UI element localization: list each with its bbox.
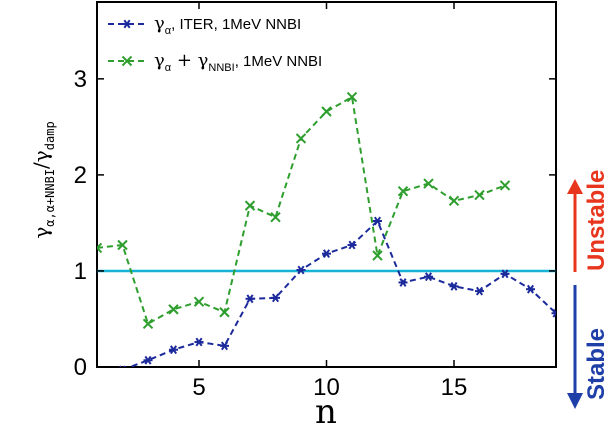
legend-label-series2: γα + γNNBI, 1MeV NNBI [154, 50, 322, 74]
legend-point-series1 [122, 19, 132, 29]
data-point-series2 [244, 200, 256, 211]
legend-label-series1: γα, ITER, 1MeV NNBI [154, 13, 301, 37]
leg1-rest: , ITER, 1MeV NNBI [171, 16, 301, 33]
data-point-series2 [499, 180, 511, 191]
x-axis-label: n [315, 392, 337, 432]
data-point-series1 [449, 281, 459, 291]
data-point-series2 [372, 250, 383, 261]
y-axis-ticks: 0 1 2 3 [74, 66, 556, 381]
y-axis-label: γα,α+NNBI/γdamp [29, 121, 57, 238]
data-point-series1 [500, 269, 510, 279]
data-point-series2 [321, 106, 332, 117]
y-label-sub1: α,α+NNBI [43, 169, 57, 227]
y-label-sub2: damp [43, 121, 57, 150]
data-point-series1 [322, 249, 331, 259]
data-point-series2 [193, 296, 205, 307]
data-point-series2 [219, 307, 230, 318]
data-point-series2 [448, 195, 460, 207]
data-point-series1 [373, 216, 382, 226]
plot-frame [96, 1, 557, 368]
data-point-series1 [551, 308, 556, 318]
x-tick-label: 5 [192, 374, 205, 401]
data-point-series1 [143, 355, 153, 365]
y-tick-label: 0 [74, 354, 87, 381]
data-point-series2 [142, 318, 154, 329]
y-label-slash: /γ [29, 150, 53, 169]
data-point-series2 [423, 178, 434, 189]
data-point-series2 [168, 304, 179, 315]
data-point-series2 [117, 239, 128, 251]
y-tick-label: 1 [74, 258, 87, 285]
x-tick-label: 15 [441, 374, 468, 401]
leg1-gamma: γ [154, 13, 165, 34]
series-layer [97, 91, 556, 367]
y-label-gamma: γ [29, 227, 53, 239]
leg2-sub2: NNBI [208, 62, 234, 74]
data-point-series1 [245, 294, 255, 304]
data-point-series1 [398, 278, 408, 287]
leg2-gamma: γ [154, 50, 165, 71]
data-point-series2 [295, 133, 307, 144]
stability-indicator: Unstable Stable [567, 170, 610, 409]
data-point-series1 [296, 265, 306, 275]
y-tick-label: 2 [74, 162, 87, 189]
stable-label: Stable [583, 328, 610, 400]
x-axis-ticks: 5 10 15 [192, 2, 467, 401]
x-tick-label: 10 [313, 374, 340, 401]
series-line-2 [97, 95, 506, 326]
data-point-series2 [397, 186, 409, 197]
legend-marker-series2 [121, 55, 133, 67]
data-point-series2 [97, 242, 103, 254]
data-point-series2 [474, 189, 485, 201]
unstable-label: Unstable [583, 170, 610, 271]
legend: γα, ITER, 1MeV NNBI γα + γNNBI, 1MeV NNB… [108, 13, 322, 74]
data-point-series1 [475, 286, 484, 296]
data-point-series1 [347, 240, 357, 250]
data-point-series2 [346, 91, 358, 103]
stable-arrowhead [567, 393, 583, 409]
data-point-series1 [220, 341, 229, 351]
unstable-arrowhead [567, 179, 583, 194]
legend-point-series2 [121, 55, 133, 67]
data-point-series1 [169, 345, 178, 355]
data-point-series1 [526, 284, 535, 294]
leg2-rest: , 1MeV NNBI [235, 53, 323, 70]
leg2-sub1: α [165, 62, 172, 74]
leg1-sub: α [165, 25, 172, 37]
leg2-plus: + γ [171, 50, 208, 71]
series-line-1 [127, 219, 556, 367]
data-point-series1 [424, 272, 433, 282]
data-point-series2 [270, 211, 281, 223]
legend-marker-series1 [122, 19, 132, 29]
data-point-series1 [271, 293, 280, 303]
data-point-series1 [194, 337, 204, 347]
y-tick-label: 3 [74, 66, 87, 93]
